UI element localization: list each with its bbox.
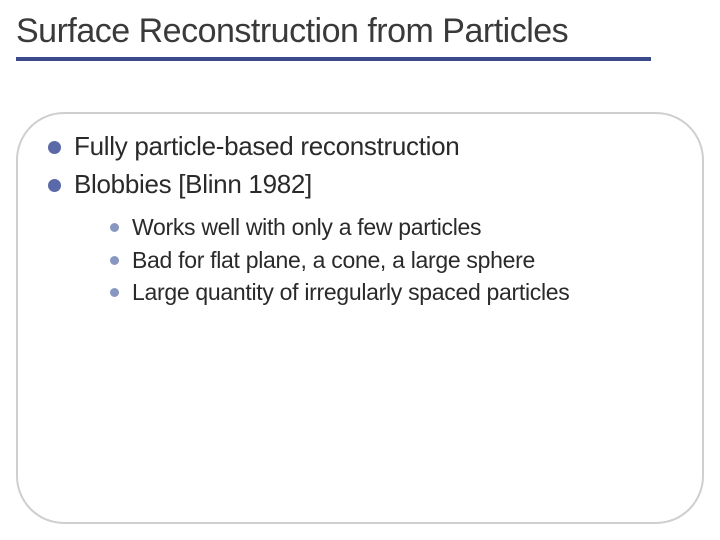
title-rule	[16, 57, 651, 61]
bullet-list-lvl1: Fully particle-based reconstruction Blob…	[48, 128, 688, 308]
list-item: Large quantity of irregularly spaced par…	[110, 276, 688, 308]
list-item-text: Fully particle-based reconstruction	[74, 131, 459, 161]
list-item-text: Works well with only a few particles	[132, 214, 481, 240]
list-item: Bad for flat plane, a cone, a large sphe…	[110, 244, 688, 276]
content: Fully particle-based reconstruction Blob…	[48, 128, 688, 308]
list-item-text: Large quantity of irregularly spaced par…	[132, 279, 570, 305]
list-item: Works well with only a few particles	[110, 211, 688, 243]
title-area: Surface Reconstruction from Particles	[0, 0, 720, 61]
list-item: Fully particle-based reconstruction	[48, 128, 688, 166]
slide-title: Surface Reconstruction from Particles	[16, 12, 704, 51]
slide: Surface Reconstruction from Particles Fu…	[0, 0, 720, 540]
list-item: Blobbies [Blinn 1982] Works well with on…	[48, 166, 688, 308]
bullet-list-lvl2: Works well with only a few particles Bad…	[110, 211, 688, 308]
list-item-text: Bad for flat plane, a cone, a large sphe…	[132, 247, 535, 273]
list-item-text: Blobbies [Blinn 1982]	[74, 169, 312, 199]
